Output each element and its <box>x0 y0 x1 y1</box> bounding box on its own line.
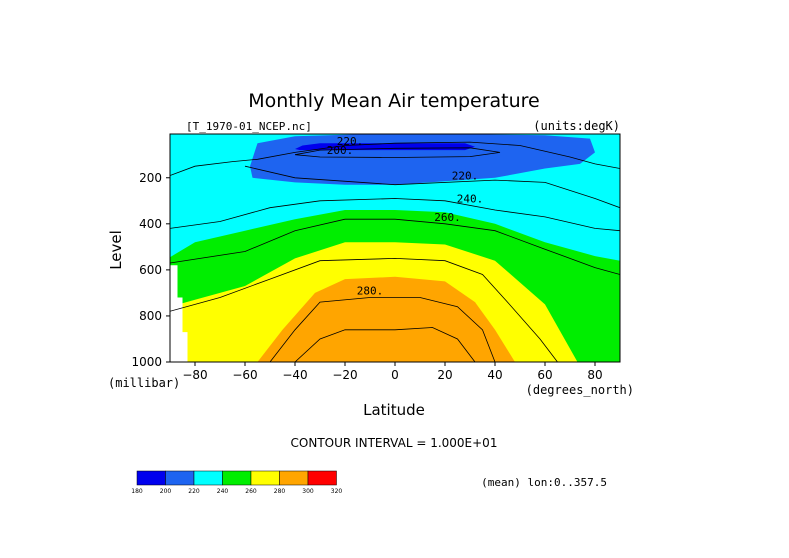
y-tick-label: 800 <box>139 309 162 323</box>
contour-label: 220. <box>452 169 479 182</box>
x-tick-label: 40 <box>487 368 502 382</box>
chart-title: Monthly Mean Air temperature <box>248 90 539 112</box>
x-tick-label: 80 <box>587 368 602 382</box>
contour-labels: 220.200.220.240.260.280. <box>327 135 484 298</box>
x-tick-label: 20 <box>437 368 452 382</box>
contour-line <box>170 257 558 362</box>
contour-label: 280. <box>357 285 384 298</box>
x-axis-label: Latitude <box>363 401 425 419</box>
x-tick-label: 60 <box>537 368 552 382</box>
contour-line <box>170 218 620 275</box>
x-axis-units: (degrees_north) <box>526 383 634 397</box>
contour-line <box>170 198 620 232</box>
y-tick-label: 600 <box>139 263 162 277</box>
dataset-label: [T_1970-01_NCEP.nc] <box>186 120 312 133</box>
x-tick-label: −60 <box>232 368 257 382</box>
x-tick-label: −40 <box>282 368 307 382</box>
plot-area: 220.200.220.240.260.280. −80 −60 −40 −20 0 20… <box>131 133 621 382</box>
missing-data-region <box>170 265 188 362</box>
colorbar-swatch <box>136 470 166 486</box>
fill-region-280-290 <box>257 276 515 362</box>
colorbar-label: 320 <box>331 488 343 495</box>
contour-line <box>244 165 620 209</box>
contour-interval-label: CONTOUR INTERVAL = 1.000E+01 <box>291 436 498 450</box>
colorbar-label: 280 <box>274 488 286 495</box>
colorbar-label: 200 <box>160 488 172 495</box>
x-tick-label: −20 <box>332 368 357 382</box>
mean-lon-note: (mean) lon:0..357.5 <box>481 476 607 489</box>
colorbar-swatch <box>222 470 252 486</box>
colorbar-swatch <box>193 470 223 486</box>
contour-label: 200. <box>327 144 354 157</box>
y-tick-label: 400 <box>139 217 162 231</box>
y-axis-ticks: 200 400 600 800 1000 <box>131 171 170 369</box>
y-tick-label: 200 <box>139 171 162 185</box>
y-axis-units: (millibar) <box>108 376 180 390</box>
x-axis-ticks: −80 −60 −40 −20 0 20 40 60 80 <box>182 362 603 382</box>
x-tick-label: 0 <box>391 368 399 382</box>
contour-line <box>170 141 620 176</box>
x-tick-label: −80 <box>182 368 207 382</box>
contour-lines <box>170 141 620 362</box>
y-tick-label: 1000 <box>131 355 162 369</box>
contour-line <box>294 147 501 158</box>
y-axis-label: Level <box>107 230 125 270</box>
contour-line <box>294 327 476 362</box>
colorbar-swatch <box>165 470 195 486</box>
colorbar-label: 300 <box>302 488 314 495</box>
contour-line <box>269 297 496 362</box>
colorbar-label: 240 <box>217 488 229 495</box>
contour-label: 260. <box>434 211 461 224</box>
contour-label: 240. <box>457 192 484 205</box>
colorbar-swatch <box>307 470 337 486</box>
colorbar-label: 260 <box>245 488 257 495</box>
contour-label: 220. <box>337 135 364 148</box>
units-label: (units:degK) <box>533 119 620 133</box>
colorbar: 180 200 220 240 260 280 300 320 <box>131 470 343 495</box>
colorbar-swatch <box>250 470 280 486</box>
colorbar-label: 180 <box>131 488 143 495</box>
colorbar-swatch <box>279 470 309 486</box>
colorbar-label: 220 <box>188 488 200 495</box>
